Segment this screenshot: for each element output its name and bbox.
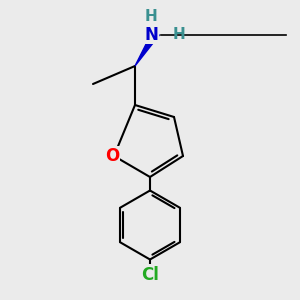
Text: Cl: Cl [141, 266, 159, 284]
Text: H: H [145, 9, 158, 24]
Text: N: N [145, 26, 158, 44]
Polygon shape [135, 31, 159, 66]
Text: H: H [172, 27, 185, 42]
Text: O: O [105, 147, 120, 165]
